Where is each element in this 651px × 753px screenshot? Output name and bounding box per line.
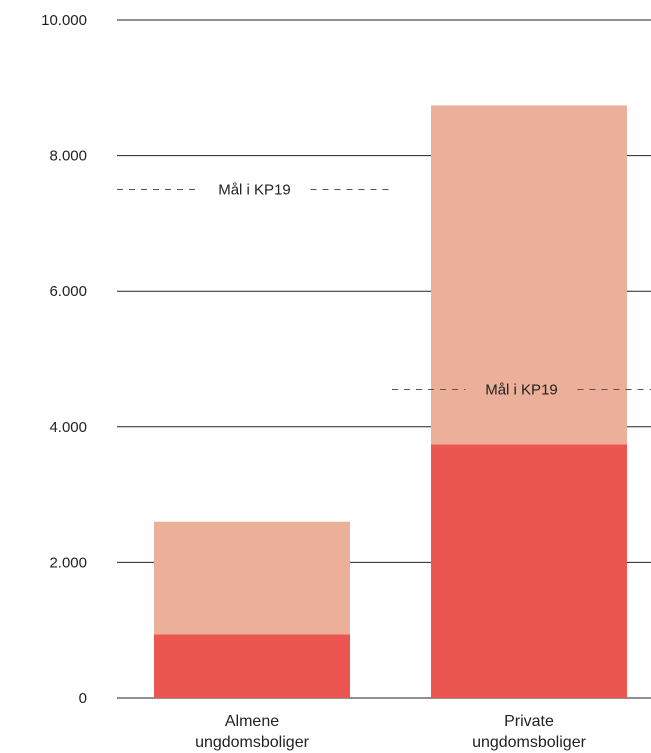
y-tick-label: 10.000 bbox=[41, 12, 87, 29]
bar-segment-1-2 bbox=[154, 521, 350, 635]
target-reference-lines: Mål i KP19 Mål i KP19 bbox=[117, 182, 651, 399]
y-tick-label: 6.000 bbox=[49, 283, 87, 300]
x-category-label: Private ungdomsboliger bbox=[472, 713, 587, 751]
bar-segment-2-1 bbox=[431, 444, 627, 698]
bars bbox=[154, 105, 627, 698]
x-axis-category-labels: Almene ungdomsboliger Private ungdomsbolige… bbox=[195, 713, 587, 751]
y-tick-label: 4.000 bbox=[49, 419, 87, 436]
target-label: Mål i KP19 bbox=[218, 182, 291, 199]
y-axis-tick-labels: 0 2.000 4.000 6.000 8.000 10.000 bbox=[41, 12, 87, 707]
target-label: Mål i KP19 bbox=[485, 382, 558, 399]
y-tick-label: 2.000 bbox=[49, 554, 87, 571]
x-category-label-line: Almene bbox=[225, 713, 279, 730]
x-category-label: Almene ungdomsboliger bbox=[195, 713, 310, 751]
x-category-label-line: ungdomsboliger bbox=[472, 734, 587, 751]
y-tick-label: 0 bbox=[79, 690, 87, 707]
bar-segment-2-2 bbox=[431, 105, 627, 445]
x-category-label-line: ungdomsboliger bbox=[195, 734, 310, 751]
bar-segment-1-1 bbox=[154, 634, 350, 698]
y-tick-label: 8.000 bbox=[49, 148, 87, 165]
x-category-label-line: Private bbox=[504, 713, 554, 730]
